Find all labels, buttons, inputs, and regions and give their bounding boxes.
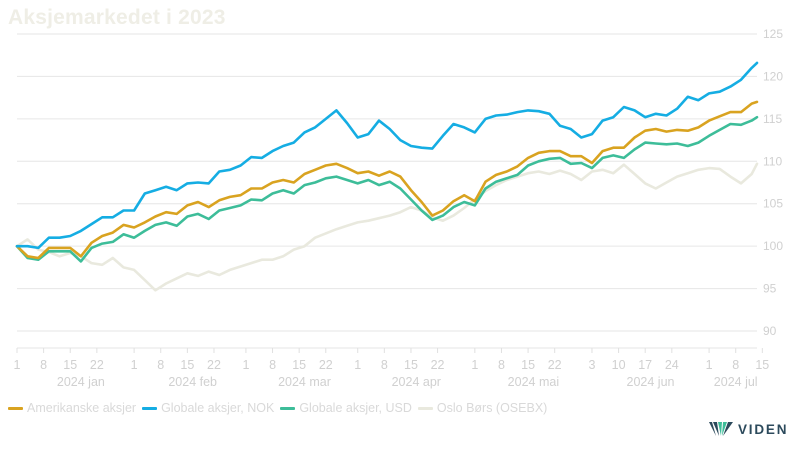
x-month-label: 2024 jul xyxy=(714,375,758,389)
x-tick-label: 3 xyxy=(588,358,595,372)
y-tick-label: 95 xyxy=(763,282,777,296)
x-tick-label: 22 xyxy=(207,358,221,372)
legend-swatch xyxy=(417,406,433,410)
viden-logo: VIDEN xyxy=(708,420,788,438)
x-tick-label: 17 xyxy=(638,358,652,372)
x-tick-label: 1 xyxy=(354,358,361,372)
x-tick-label: 15 xyxy=(521,358,535,372)
viden-logo-icon xyxy=(709,422,733,436)
x-tick-label: 22 xyxy=(548,358,562,372)
x-tick-label: 22 xyxy=(90,358,104,372)
x-tick-label: 1 xyxy=(242,358,249,372)
logo-text: VIDEN xyxy=(738,421,789,437)
y-tick-label: 120 xyxy=(763,69,783,83)
y-tick-label: 110 xyxy=(763,154,782,168)
x-tick-label: 8 xyxy=(40,358,47,372)
x-tick-label: 8 xyxy=(381,358,388,372)
x-tick-label: 1 xyxy=(14,358,21,372)
x-month-label: 2024 jun xyxy=(627,375,675,389)
legend-swatch xyxy=(8,406,23,410)
series-line xyxy=(15,100,759,260)
x-tick-label: 15 xyxy=(404,358,418,372)
legend-label: Globale aksjer, USD xyxy=(299,401,412,415)
y-tick-label: 125 xyxy=(763,27,783,41)
x-month-label: 2024 mai xyxy=(508,375,559,389)
chart-title: Aksjemarkedet i 2023 xyxy=(8,6,226,29)
x-tick-label: 8 xyxy=(269,358,276,372)
y-tick-label: 100 xyxy=(763,239,783,253)
y-tick-label: 115 xyxy=(763,112,782,126)
legend-label: Oslo Børs (OSEBX) xyxy=(436,401,548,415)
x-month-label: 2024 feb xyxy=(168,375,217,389)
series-line xyxy=(15,61,759,250)
x-tick-label: 15 xyxy=(180,358,194,372)
x-month-label: 2024 apr xyxy=(392,375,441,389)
legend-swatch xyxy=(280,406,296,410)
x-tick-label: 8 xyxy=(498,358,505,372)
series-line xyxy=(15,162,759,292)
x-tick-label: 22 xyxy=(431,358,445,372)
legend: Amerikanske aksjer Globale aksjer, NOK G… xyxy=(8,401,549,415)
series-line xyxy=(15,115,759,263)
y-tick-label: 105 xyxy=(763,197,783,211)
legend-item[interactable]: Globale aksjer, NOK xyxy=(142,401,274,415)
x-tick-label: 10 xyxy=(612,358,626,372)
x-tick-label: 1 xyxy=(471,358,478,372)
x-tick-label: 8 xyxy=(157,358,164,372)
y-tick-label: 90 xyxy=(763,324,777,338)
x-tick-label: 24 xyxy=(665,358,679,372)
legend-label: Amerikanske aksjer xyxy=(27,401,137,415)
x-tick-label: 15 xyxy=(755,358,769,372)
legend-item[interactable]: Oslo Børs (OSEBX) xyxy=(417,401,548,415)
legend-item[interactable]: Amerikanske aksjer xyxy=(8,401,136,415)
x-month-label: 2024 jan xyxy=(57,375,105,389)
legend-item[interactable]: Globale aksjer, USD xyxy=(280,401,412,415)
x-tick-label: 15 xyxy=(63,358,77,372)
x-tick-label: 1 xyxy=(706,358,713,372)
x-tick-label: 1 xyxy=(131,358,138,372)
x-tick-label: 22 xyxy=(319,358,333,372)
legend-label: Globale aksjer, NOK xyxy=(161,401,275,415)
x-tick-label: 15 xyxy=(292,358,306,372)
x-tick-label: 8 xyxy=(732,358,739,372)
x-month-label: 2024 mar xyxy=(278,375,331,389)
legend-swatch xyxy=(142,406,158,410)
